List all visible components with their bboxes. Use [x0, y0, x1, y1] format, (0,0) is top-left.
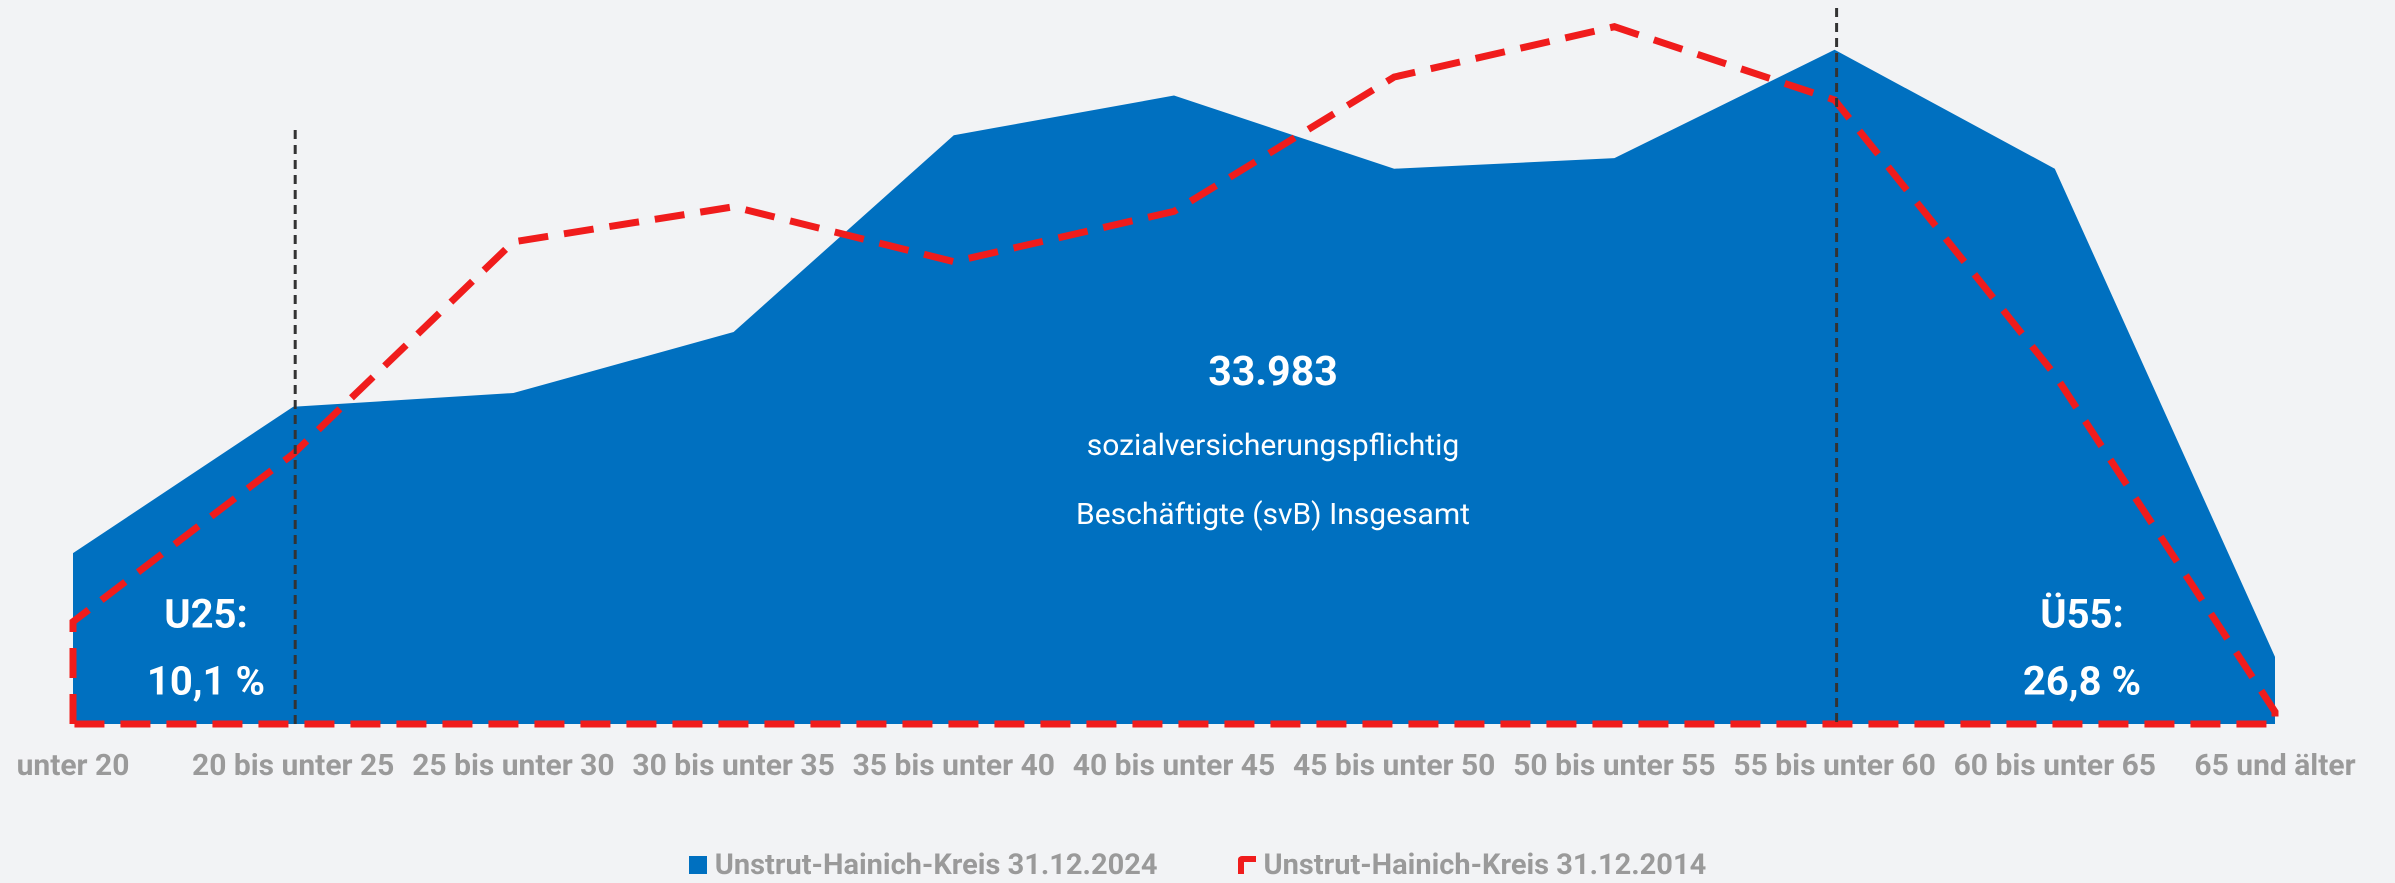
x-tick-label: 55 bis unter 60	[1733, 748, 1936, 783]
x-tick-label: 45 bis unter 50	[1292, 748, 1496, 783]
center-text: sozialversicherungspflichtig	[1087, 428, 1459, 463]
x-tick-label: 65 und älter	[2194, 748, 2356, 783]
legend-swatch	[688, 856, 707, 874]
legend-label: Unstrut-Hainich-Kreis 31.12.2014	[1263, 848, 1707, 882]
x-tick-label: 20 bis unter 25	[191, 748, 395, 783]
area	[73, 49, 2275, 724]
legend-swatch	[1237, 856, 1256, 874]
center-text: Beschäftigte (svB) Insgesamt	[1076, 497, 1470, 532]
dashed-line	[69, 23, 2279, 728]
annotation-label: Ü55:	[2040, 591, 2124, 638]
center-text: 33.983	[1208, 348, 1338, 396]
legend-item: Unstrut-Hainich-Kreis 31.12.2014	[1237, 848, 1707, 882]
x-tick-label: 50 bis unter 55	[1513, 748, 1716, 783]
x-tick-label: unter 20	[16, 748, 130, 783]
x-tick-label: 40 bis unter 45	[1072, 748, 1276, 783]
x-tick-label: 35 bis unter 40	[852, 748, 1055, 783]
annotation-value: 26,8 %	[2023, 658, 2141, 705]
x-tick-label: 60 bis unter 65	[1953, 748, 2156, 783]
legend: Unstrut-Hainich-Kreis 31.12.2024 Unstrut-…	[0, 848, 2395, 882]
annotation-value: 10,1 %	[147, 658, 265, 705]
annotation-label: U25:	[164, 591, 248, 638]
x-tick-label: 25 bis unter 30	[412, 748, 615, 783]
x-tick-label: 30 bis unter 35	[632, 748, 835, 783]
legend-label: Unstrut-Hainich-Kreis 31.12.2024	[714, 848, 1158, 882]
legend-item: Unstrut-Hainich-Kreis 31.12.2024	[688, 848, 1158, 882]
